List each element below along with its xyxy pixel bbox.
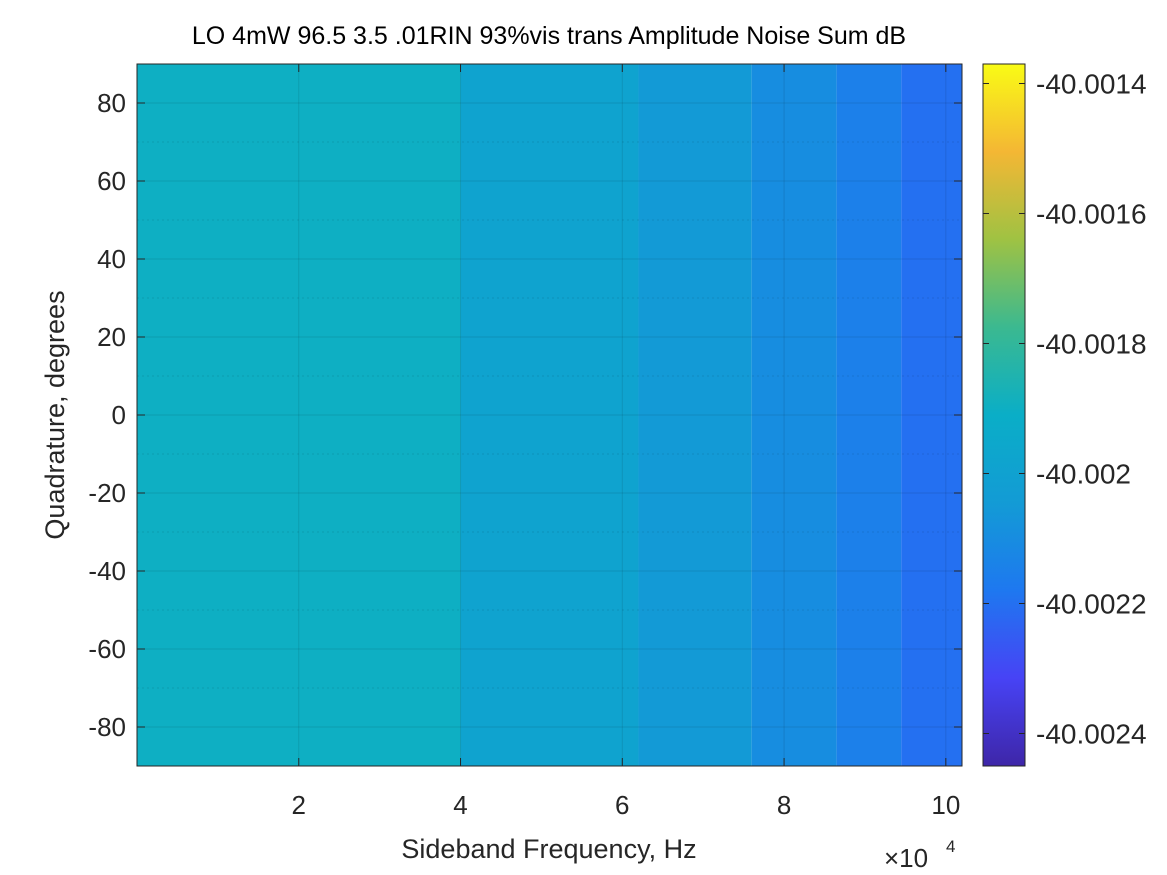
x-exponent-base: ×10 — [884, 843, 928, 873]
x-tick-label: 10 — [931, 790, 960, 820]
x-axis-label: Sideband Frequency, Hz — [401, 834, 696, 864]
x-tick-label: 6 — [615, 790, 629, 820]
colorbar-tick-label: -40.0018 — [1036, 329, 1147, 360]
y-tick-label: -60 — [88, 634, 126, 664]
colorbar-gradient — [982, 63, 1026, 767]
y-axis-ticks: 80 60 40 20 0 -20 -40 -60 -80 — [88, 88, 962, 742]
x-tick-label: 2 — [292, 790, 306, 820]
y-tick-label: 20 — [97, 322, 126, 352]
heatmap-band — [137, 64, 461, 766]
colorbar-tick-label: -40.0016 — [1036, 199, 1147, 230]
grid-lines — [137, 64, 962, 766]
y-tick-label: -20 — [88, 478, 126, 508]
heatmap-cells — [137, 64, 962, 766]
y-tick-label: -80 — [88, 712, 126, 742]
colorbar-tick-label: -40.0014 — [1036, 69, 1147, 100]
y-tick-label: 0 — [112, 400, 126, 430]
x-tick-label: 4 — [453, 790, 467, 820]
y-tick-label: 40 — [97, 244, 126, 274]
heatmap-band — [751, 64, 837, 766]
colorbar-tick-label: -40.0024 — [1036, 719, 1147, 750]
y-axis-label: Quadrature, degrees — [40, 290, 70, 539]
y-tick-label: 80 — [97, 88, 126, 118]
y-tick-label: -40 — [88, 556, 126, 586]
chart-title: LO 4mW 96.5 3.5 .01RIN 93%vis trans Ampl… — [192, 22, 906, 50]
plot-area — [136, 63, 963, 767]
x-exponent-power: 4 — [946, 837, 955, 856]
colorbar-ticks: -40.0014 -40.0016 -40.0018 -40.002 -40.0022 -… — [983, 69, 1147, 750]
heatmap-band — [638, 64, 752, 766]
colorbar-tick-label: -40.002 — [1036, 459, 1131, 490]
colorbar: -40.0014 -40.0016 -40.0018 -40.002 -40.0022 -… — [982, 63, 1147, 767]
x-exponent: ×10 4 — [884, 837, 955, 873]
heatmap-band — [460, 64, 639, 766]
x-axis-ticks: 2 4 6 8 10 — [292, 64, 960, 820]
x-tick-label: 8 — [777, 790, 791, 820]
y-tick-label: 60 — [97, 166, 126, 196]
heatmap-band — [836, 64, 902, 766]
heatmap-band — [901, 64, 962, 766]
colorbar-tick-label: -40.0022 — [1036, 589, 1147, 620]
